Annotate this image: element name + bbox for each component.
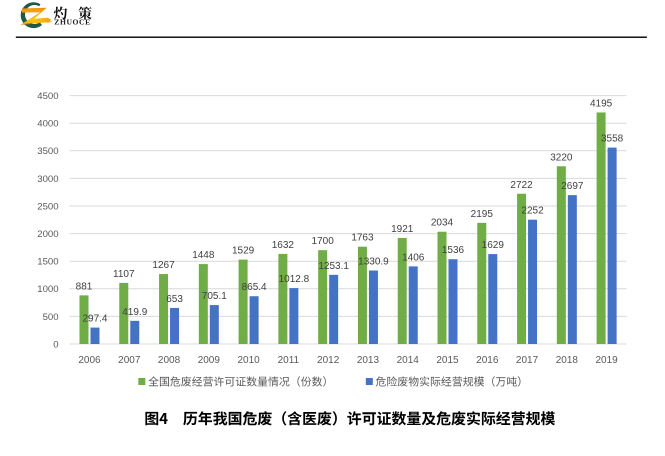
svg-text:1267: 1267 [152,260,175,271]
svg-text:881: 881 [76,281,93,292]
svg-text:1000: 1000 [37,284,58,295]
svg-text:1536: 1536 [442,245,465,256]
svg-text:1921: 1921 [391,224,414,235]
svg-text:3000: 3000 [37,174,58,185]
svg-text:2006: 2006 [78,355,101,366]
svg-text:1700: 1700 [312,236,335,247]
svg-text:3500: 3500 [37,146,58,157]
svg-text:2013: 2013 [357,355,380,366]
svg-text:1012.8: 1012.8 [279,274,310,285]
svg-text:ZHUOCE: ZHUOCE [54,17,91,26]
svg-text:3220: 3220 [550,152,573,163]
svg-text:1448: 1448 [192,250,215,261]
svg-text:4500: 4500 [37,91,58,102]
svg-text:653: 653 [166,294,183,305]
svg-text:1253.1: 1253.1 [318,261,349,272]
svg-text:2697: 2697 [561,181,584,192]
svg-text:705.1: 705.1 [202,291,227,302]
svg-text:2017: 2017 [516,355,539,366]
svg-text:2019: 2019 [595,355,618,366]
svg-text:0: 0 [53,339,58,350]
svg-text:2012: 2012 [317,355,340,366]
svg-text:419.9: 419.9 [122,307,147,318]
svg-text:1632: 1632 [272,240,295,251]
svg-text:297.4: 297.4 [82,314,107,325]
svg-text:3558: 3558 [601,134,624,145]
svg-text:2034: 2034 [431,218,454,229]
svg-text:2011: 2011 [278,355,300,366]
svg-text:4195: 4195 [590,98,613,109]
svg-text:2015: 2015 [436,355,459,366]
svg-text:2009: 2009 [198,355,221,366]
svg-text:2010: 2010 [237,355,260,366]
svg-text:500: 500 [43,312,59,323]
svg-text:2252: 2252 [521,206,544,217]
svg-text:1107: 1107 [113,269,135,280]
svg-text:1406: 1406 [402,252,425,263]
svg-text:2016: 2016 [476,355,499,366]
svg-text:1529: 1529 [232,246,255,257]
svg-text:2014: 2014 [397,355,420,366]
svg-text:2008: 2008 [158,355,181,366]
svg-text:2500: 2500 [37,201,58,212]
svg-text:1763: 1763 [351,233,374,244]
svg-text:2722: 2722 [510,180,533,191]
svg-text:2195: 2195 [471,209,494,220]
svg-text:4000: 4000 [37,119,58,130]
svg-text:865.4: 865.4 [242,282,267,293]
svg-text:1330.9: 1330.9 [358,257,389,268]
svg-text:2000: 2000 [37,229,58,240]
svg-text:1629: 1629 [482,240,505,251]
svg-text:2007: 2007 [118,355,141,366]
svg-text:1500: 1500 [37,257,58,268]
svg-text:2018: 2018 [556,355,579,366]
